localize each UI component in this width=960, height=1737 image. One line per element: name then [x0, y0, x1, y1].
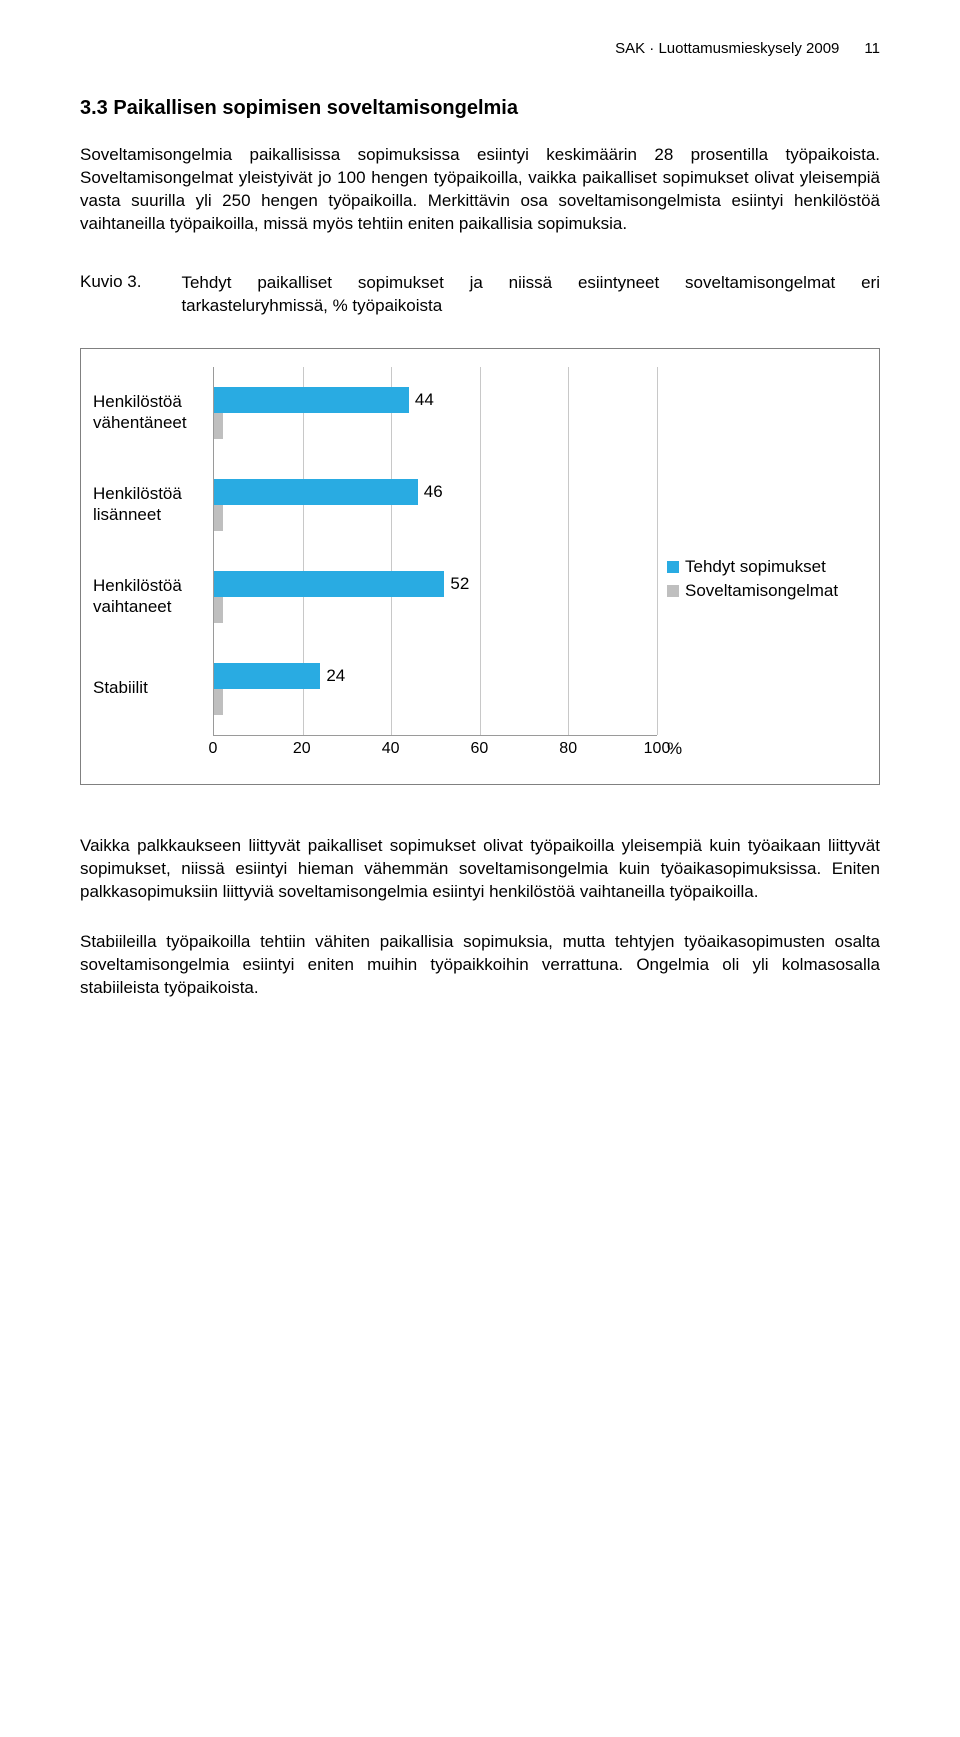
chart-bars-area: 52: [213, 551, 657, 643]
section-heading: 3.3 Paikallisen sopimisen soveltamisonge…: [80, 97, 880, 120]
chart-x-axis: 020406080100: [213, 735, 657, 766]
paragraph-1: Soveltamisongelmia paikallisissa sopimuk…: [80, 144, 880, 236]
chart-category-row: Henkilöstöävaihtaneet52: [93, 551, 657, 643]
chart-legend-swatch: [667, 585, 679, 597]
chart-bar-value: 46: [418, 482, 443, 502]
chart-category-label: Henkilöstöälisänneet: [93, 484, 213, 525]
chart-x-tick: 80: [559, 740, 577, 758]
chart-legend-swatch: [667, 561, 679, 573]
paragraph-3: Stabiileilla työpaikoilla tehtiin vähite…: [80, 931, 880, 1000]
chart-category-row: Henkilöstöälisänneet46: [93, 459, 657, 551]
chart-legend: Tehdyt sopimukset Soveltamisongelmat: [657, 367, 867, 605]
chart-bar: [214, 413, 223, 439]
header-source: SAK · Luottamusmieskysely 2009: [615, 40, 839, 57]
figure-caption-row: Kuvio 3. Tehdyt paikalliset sopimukset j…: [80, 272, 880, 318]
chart-legend-item: Tehdyt sopimukset: [667, 557, 867, 577]
section-number: 3.3: [80, 97, 108, 119]
page-header: SAK · Luottamusmieskysely 2009 11: [80, 40, 880, 57]
figure-caption: Tehdyt paikalliset sopimukset ja niissä …: [181, 272, 880, 318]
chart-category-row: Henkilöstöävähentäneet44: [93, 367, 657, 459]
chart-bar: [214, 597, 223, 623]
chart-bar: 52: [214, 571, 444, 597]
chart-bar: [214, 505, 223, 531]
chart-x-tick: 40: [382, 740, 400, 758]
chart-plot-area: Henkilöstöävähentäneet44Henkilöstöälisän…: [93, 367, 657, 735]
chart-category-label: Stabiilit: [93, 678, 213, 698]
header-page-number: 11: [864, 40, 880, 57]
chart-x-tick: 0: [209, 740, 218, 758]
chart-bars-area: 24: [213, 643, 657, 735]
chart-bar: 46: [214, 479, 418, 505]
chart-x-tick: 100: [644, 740, 671, 758]
chart-category-row: Stabiilit24: [93, 643, 657, 735]
chart-axis-unit: %: [657, 735, 867, 766]
chart-bars-area: 44: [213, 367, 657, 459]
section-title: Paikallisen sopimisen soveltamisongelmia: [113, 97, 518, 119]
chart-bar-value: 44: [409, 390, 434, 410]
chart-bar-value: 24: [320, 666, 345, 686]
chart-legend-label: Soveltamisongelmat: [685, 581, 838, 601]
chart-category-label: Henkilöstöävaihtaneet: [93, 576, 213, 617]
chart-category-label: Henkilöstöävähentäneet: [93, 392, 213, 433]
chart-bars-area: 46: [213, 459, 657, 551]
paragraph-2: Vaikka palkkaukseen liittyvät paikallise…: [80, 835, 880, 904]
chart-bar: 24: [214, 663, 320, 689]
figure-label: Kuvio 3.: [80, 272, 141, 292]
chart-x-tick: 60: [470, 740, 488, 758]
chart-bar: 44: [214, 387, 409, 413]
chart-bar: [214, 689, 223, 715]
chart-bar-value: 52: [444, 574, 469, 594]
bar-chart: Henkilöstöävähentäneet44Henkilöstöälisän…: [80, 348, 880, 785]
chart-legend-item: Soveltamisongelmat: [667, 581, 867, 601]
chart-legend-label: Tehdyt sopimukset: [685, 557, 826, 577]
chart-x-tick: 20: [293, 740, 311, 758]
